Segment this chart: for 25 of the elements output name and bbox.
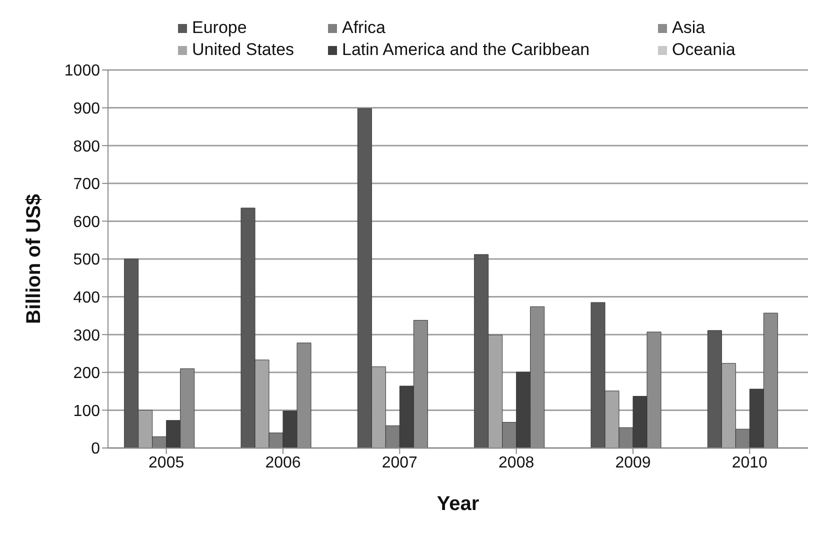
y-tick-label: 800 — [73, 138, 100, 156]
legend-label: Europe — [192, 18, 247, 38]
legend-label: United States — [192, 40, 294, 60]
y-tick-label: 0 — [91, 440, 100, 458]
y-tick-label: 1000 — [64, 62, 100, 80]
y-tick-label: 600 — [73, 214, 100, 231]
y-tick-label: 400 — [73, 289, 100, 306]
x-tick-label: 2006 — [265, 454, 301, 472]
legend-label: Africa — [342, 18, 386, 38]
x-tick-label: 2009 — [615, 454, 651, 472]
x-axis-title: Year — [436, 493, 480, 515]
y-tick-label: 100 — [73, 402, 100, 420]
x-tick-label: 2008 — [498, 454, 534, 472]
y-tick-label: 900 — [73, 100, 100, 118]
y-tick-label: 200 — [73, 365, 100, 382]
legend-label: Asia — [672, 18, 706, 38]
legend-label: Oceania — [672, 40, 736, 60]
legend-label: Latin America and the Caribbean — [342, 40, 590, 60]
y-tick-label: 500 — [73, 252, 100, 269]
y-tick-label: 700 — [73, 176, 100, 194]
x-tick-label: 2010 — [732, 454, 768, 472]
y-axis-title: Billion of US$ — [23, 194, 46, 324]
x-tick-label: 2007 — [382, 454, 418, 472]
y-tick-label: 300 — [73, 327, 100, 344]
x-tick-label: 2005 — [148, 454, 184, 472]
